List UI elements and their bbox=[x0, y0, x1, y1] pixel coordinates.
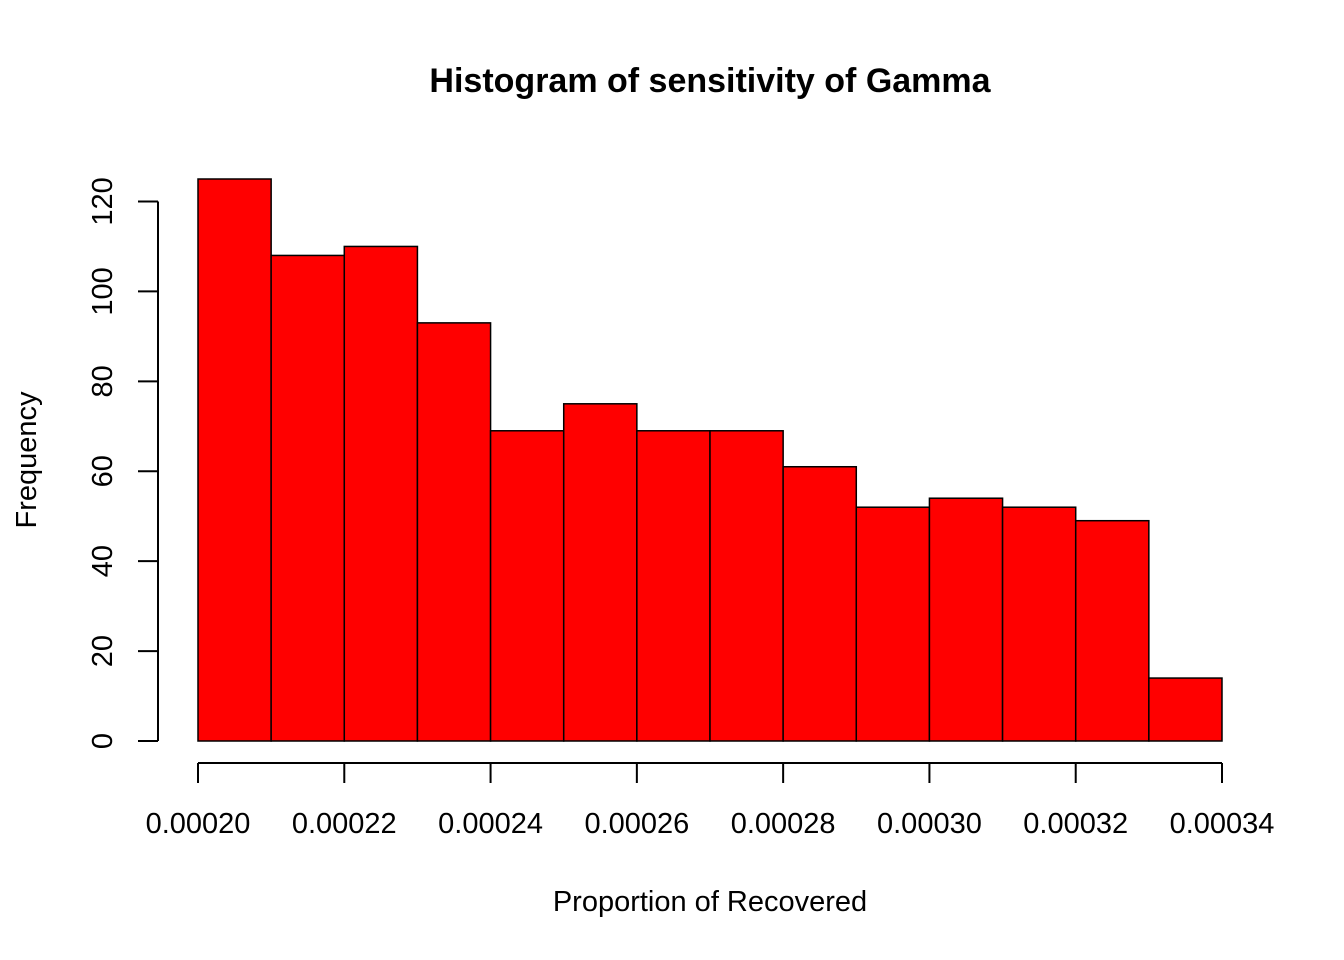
x-tick-label: 0.00028 bbox=[731, 808, 836, 840]
x-tick-label: 0.00030 bbox=[877, 808, 982, 840]
histogram-bar-14 bbox=[1148, 677, 1223, 742]
histogram-bar-9 bbox=[782, 465, 858, 742]
histogram-bar-11 bbox=[928, 497, 1004, 742]
histogram-bar-3 bbox=[343, 245, 419, 742]
histogram-bar-1 bbox=[197, 178, 272, 742]
y-tick-label: 40 bbox=[87, 545, 119, 577]
y-tick-label: 120 bbox=[87, 177, 119, 225]
x-tick-label: 0.00026 bbox=[584, 808, 689, 840]
histogram-bar-12 bbox=[1001, 506, 1077, 742]
histogram-bar-2 bbox=[270, 254, 346, 742]
x-axis-label: Proportion of Recovered bbox=[553, 886, 867, 918]
histogram-bar-8 bbox=[709, 430, 784, 742]
x-tick-label: 0.00020 bbox=[146, 808, 251, 840]
histogram-bar-4 bbox=[416, 322, 492, 742]
y-tick-label: 80 bbox=[87, 365, 119, 397]
x-tick-label: 0.00024 bbox=[438, 808, 543, 840]
x-axis: 0.00020 0.00022 0.00024 0.00026 0.00028 0.000… bbox=[146, 762, 1275, 840]
x-tick-label: 0.00032 bbox=[1023, 808, 1128, 840]
bars-group bbox=[197, 178, 1223, 742]
y-axis-label: Frequency bbox=[11, 391, 43, 529]
y-tick-label: 100 bbox=[87, 267, 119, 315]
y-axis: 0 20 40 60 80 100 120 bbox=[87, 177, 159, 749]
chart-title: Histogram of sensitivity of Gamma bbox=[429, 62, 991, 100]
histogram-bar-5 bbox=[489, 430, 565, 742]
x-tick-label: 0.00022 bbox=[292, 808, 397, 840]
histogram-bar-7 bbox=[636, 430, 711, 742]
x-tick-label: 0.00034 bbox=[1170, 808, 1275, 840]
histogram-bar-6 bbox=[562, 403, 638, 742]
y-tick-label: 20 bbox=[87, 635, 119, 667]
y-tick-label: 0 bbox=[87, 733, 119, 749]
y-tick-label: 60 bbox=[87, 455, 119, 487]
histogram-bar-10 bbox=[855, 506, 931, 742]
histogram-bar-13 bbox=[1074, 519, 1150, 742]
